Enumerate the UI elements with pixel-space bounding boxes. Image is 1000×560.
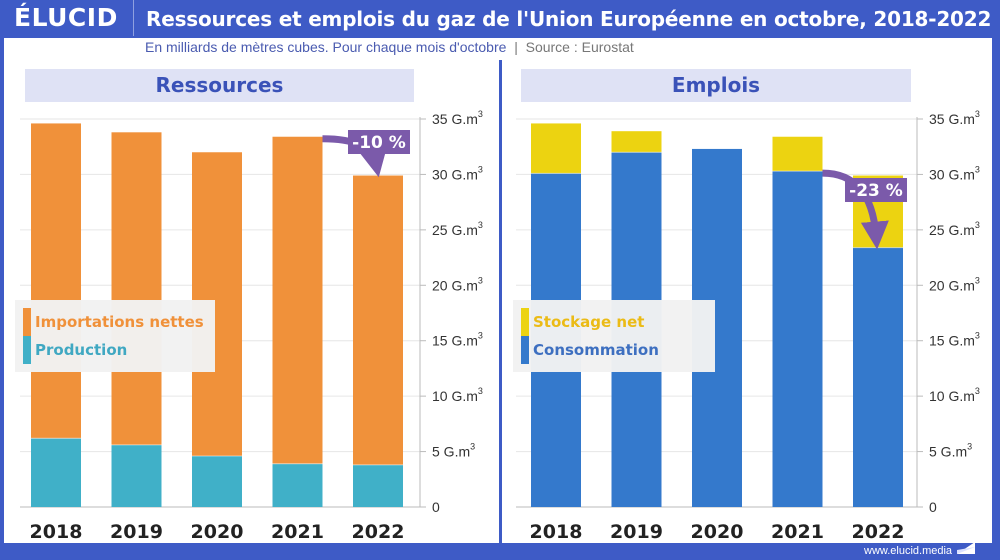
y-tick-superscript: 3: [478, 275, 483, 285]
x-tick-label-2019: 2019: [610, 521, 663, 543]
y-tick-superscript: 3: [478, 109, 483, 119]
x-tick-label-2022: 2022: [852, 521, 905, 543]
bar-stockage-net-2018: [531, 123, 581, 174]
x-tick-label-2021: 2021: [771, 521, 824, 543]
bar-production-2018: [31, 438, 81, 507]
y-tick-superscript: 3: [975, 164, 980, 174]
change-badge: [348, 130, 410, 154]
legend-swatch-imports: [23, 308, 31, 336]
y-tick-superscript: 3: [478, 220, 483, 230]
emplois-chart: 0 5 G.m3 10 G.m3 15 G.m3 20 G.m3 25 G.m3 30 G.…: [516, 109, 980, 543]
change-label: -10 %: [352, 133, 406, 153]
y-tick-label: 20 G.m3: [432, 275, 483, 293]
y-tick-superscript: 3: [975, 331, 980, 341]
change-label: -23 %: [849, 181, 903, 201]
legend-label-imports: Importations nettes: [35, 313, 204, 331]
legend-label-consumption: Consommation: [533, 341, 659, 359]
bar-production-2019: [111, 444, 162, 507]
x-tick-label-2019: 2019: [110, 521, 163, 543]
y-tick-superscript: 3: [478, 386, 483, 396]
bar-consommation-2022: [853, 247, 903, 507]
y-tick-label: 25 G.m3: [432, 220, 483, 238]
chart-canvas: [4, 38, 992, 543]
panel-title-emplois: Emplois: [521, 69, 911, 102]
legend-ressources: Importations nettes Production: [15, 300, 215, 372]
chart-title: Ressources et emplois du gaz de l'Union …: [146, 7, 992, 31]
panel-title-ressources: Ressources: [25, 69, 414, 102]
legend-swatch-storage: [521, 308, 529, 336]
bar-production-2021: [272, 463, 323, 507]
y-tick-label: 0: [432, 499, 440, 515]
source-text: Source : Eurostat: [525, 39, 634, 55]
footer-url[interactable]: www.elucid.media: [864, 545, 953, 557]
y-tick-label: 5 G.m3: [929, 442, 972, 460]
y-tick-label: 10 G.m3: [929, 386, 980, 404]
y-tick-superscript: 3: [975, 109, 980, 119]
bar-stockage-net-2021: [772, 136, 823, 172]
y-tick-superscript: 3: [975, 386, 980, 396]
legend-emplois: Stockage net Consommation: [513, 300, 715, 372]
x-tick-label-2018: 2018: [530, 521, 583, 543]
x-tick-label-2021: 2021: [271, 521, 324, 543]
x-tick-label-2020: 2020: [691, 521, 744, 543]
y-tick-superscript: 3: [478, 164, 483, 174]
bar-production-2022: [353, 464, 403, 507]
y-tick-superscript: 3: [967, 442, 972, 452]
logo-separator: [133, 0, 134, 36]
bar-production-2020: [192, 456, 242, 507]
legend-label-storage: Stockage net: [533, 313, 645, 331]
y-tick-label: 20 G.m3: [929, 275, 980, 293]
y-tick-label: 30 G.m3: [432, 164, 483, 182]
elucid-flag-icon: [957, 542, 975, 554]
change-badge: [845, 178, 907, 202]
y-tick-label: 30 G.m3: [929, 164, 980, 182]
bar-importations-nettes-2018: [31, 123, 81, 439]
legend-swatch-production: [23, 336, 31, 364]
y-tick-label: 15 G.m3: [432, 331, 483, 349]
y-tick-label: 25 G.m3: [929, 220, 980, 238]
bar-importations-nettes-2019: [111, 132, 162, 445]
y-tick-superscript: 3: [470, 442, 475, 452]
y-tick-superscript: 3: [975, 220, 980, 230]
y-tick-label: 10 G.m3: [432, 386, 483, 404]
y-tick-label: 35 G.m3: [432, 109, 483, 127]
y-tick-label: 35 G.m3: [929, 109, 980, 127]
x-tick-label-2020: 2020: [191, 521, 244, 543]
bar-stockage-net-2019: [611, 131, 662, 153]
y-tick-superscript: 3: [975, 275, 980, 285]
bar-consommation-2021: [772, 171, 823, 508]
subtitle-text: En milliards de mètres cubes. Pour chaqu…: [145, 39, 507, 55]
bar-importations-nettes-2022: [353, 175, 403, 465]
panel-divider: [499, 60, 502, 543]
x-tick-label-2018: 2018: [30, 521, 83, 543]
elucid-logo: ÉLUCID: [14, 3, 118, 32]
y-tick-superscript: 3: [478, 331, 483, 341]
legend-swatch-consumption: [521, 336, 529, 364]
legend-label-production: Production: [35, 341, 128, 359]
x-tick-label-2022: 2022: [352, 521, 405, 543]
chart-subtitle: En milliards de mètres cubes. Pour chaqu…: [145, 39, 634, 55]
subtitle-separator: |: [514, 39, 518, 55]
y-tick-label: 0: [929, 499, 937, 515]
y-tick-label: 15 G.m3: [929, 331, 980, 349]
header-bar: ÉLUCID Ressources et emplois du gaz de l…: [0, 0, 1000, 38]
bar-importations-nettes-2021: [272, 136, 323, 464]
y-tick-label: 5 G.m3: [432, 442, 475, 460]
